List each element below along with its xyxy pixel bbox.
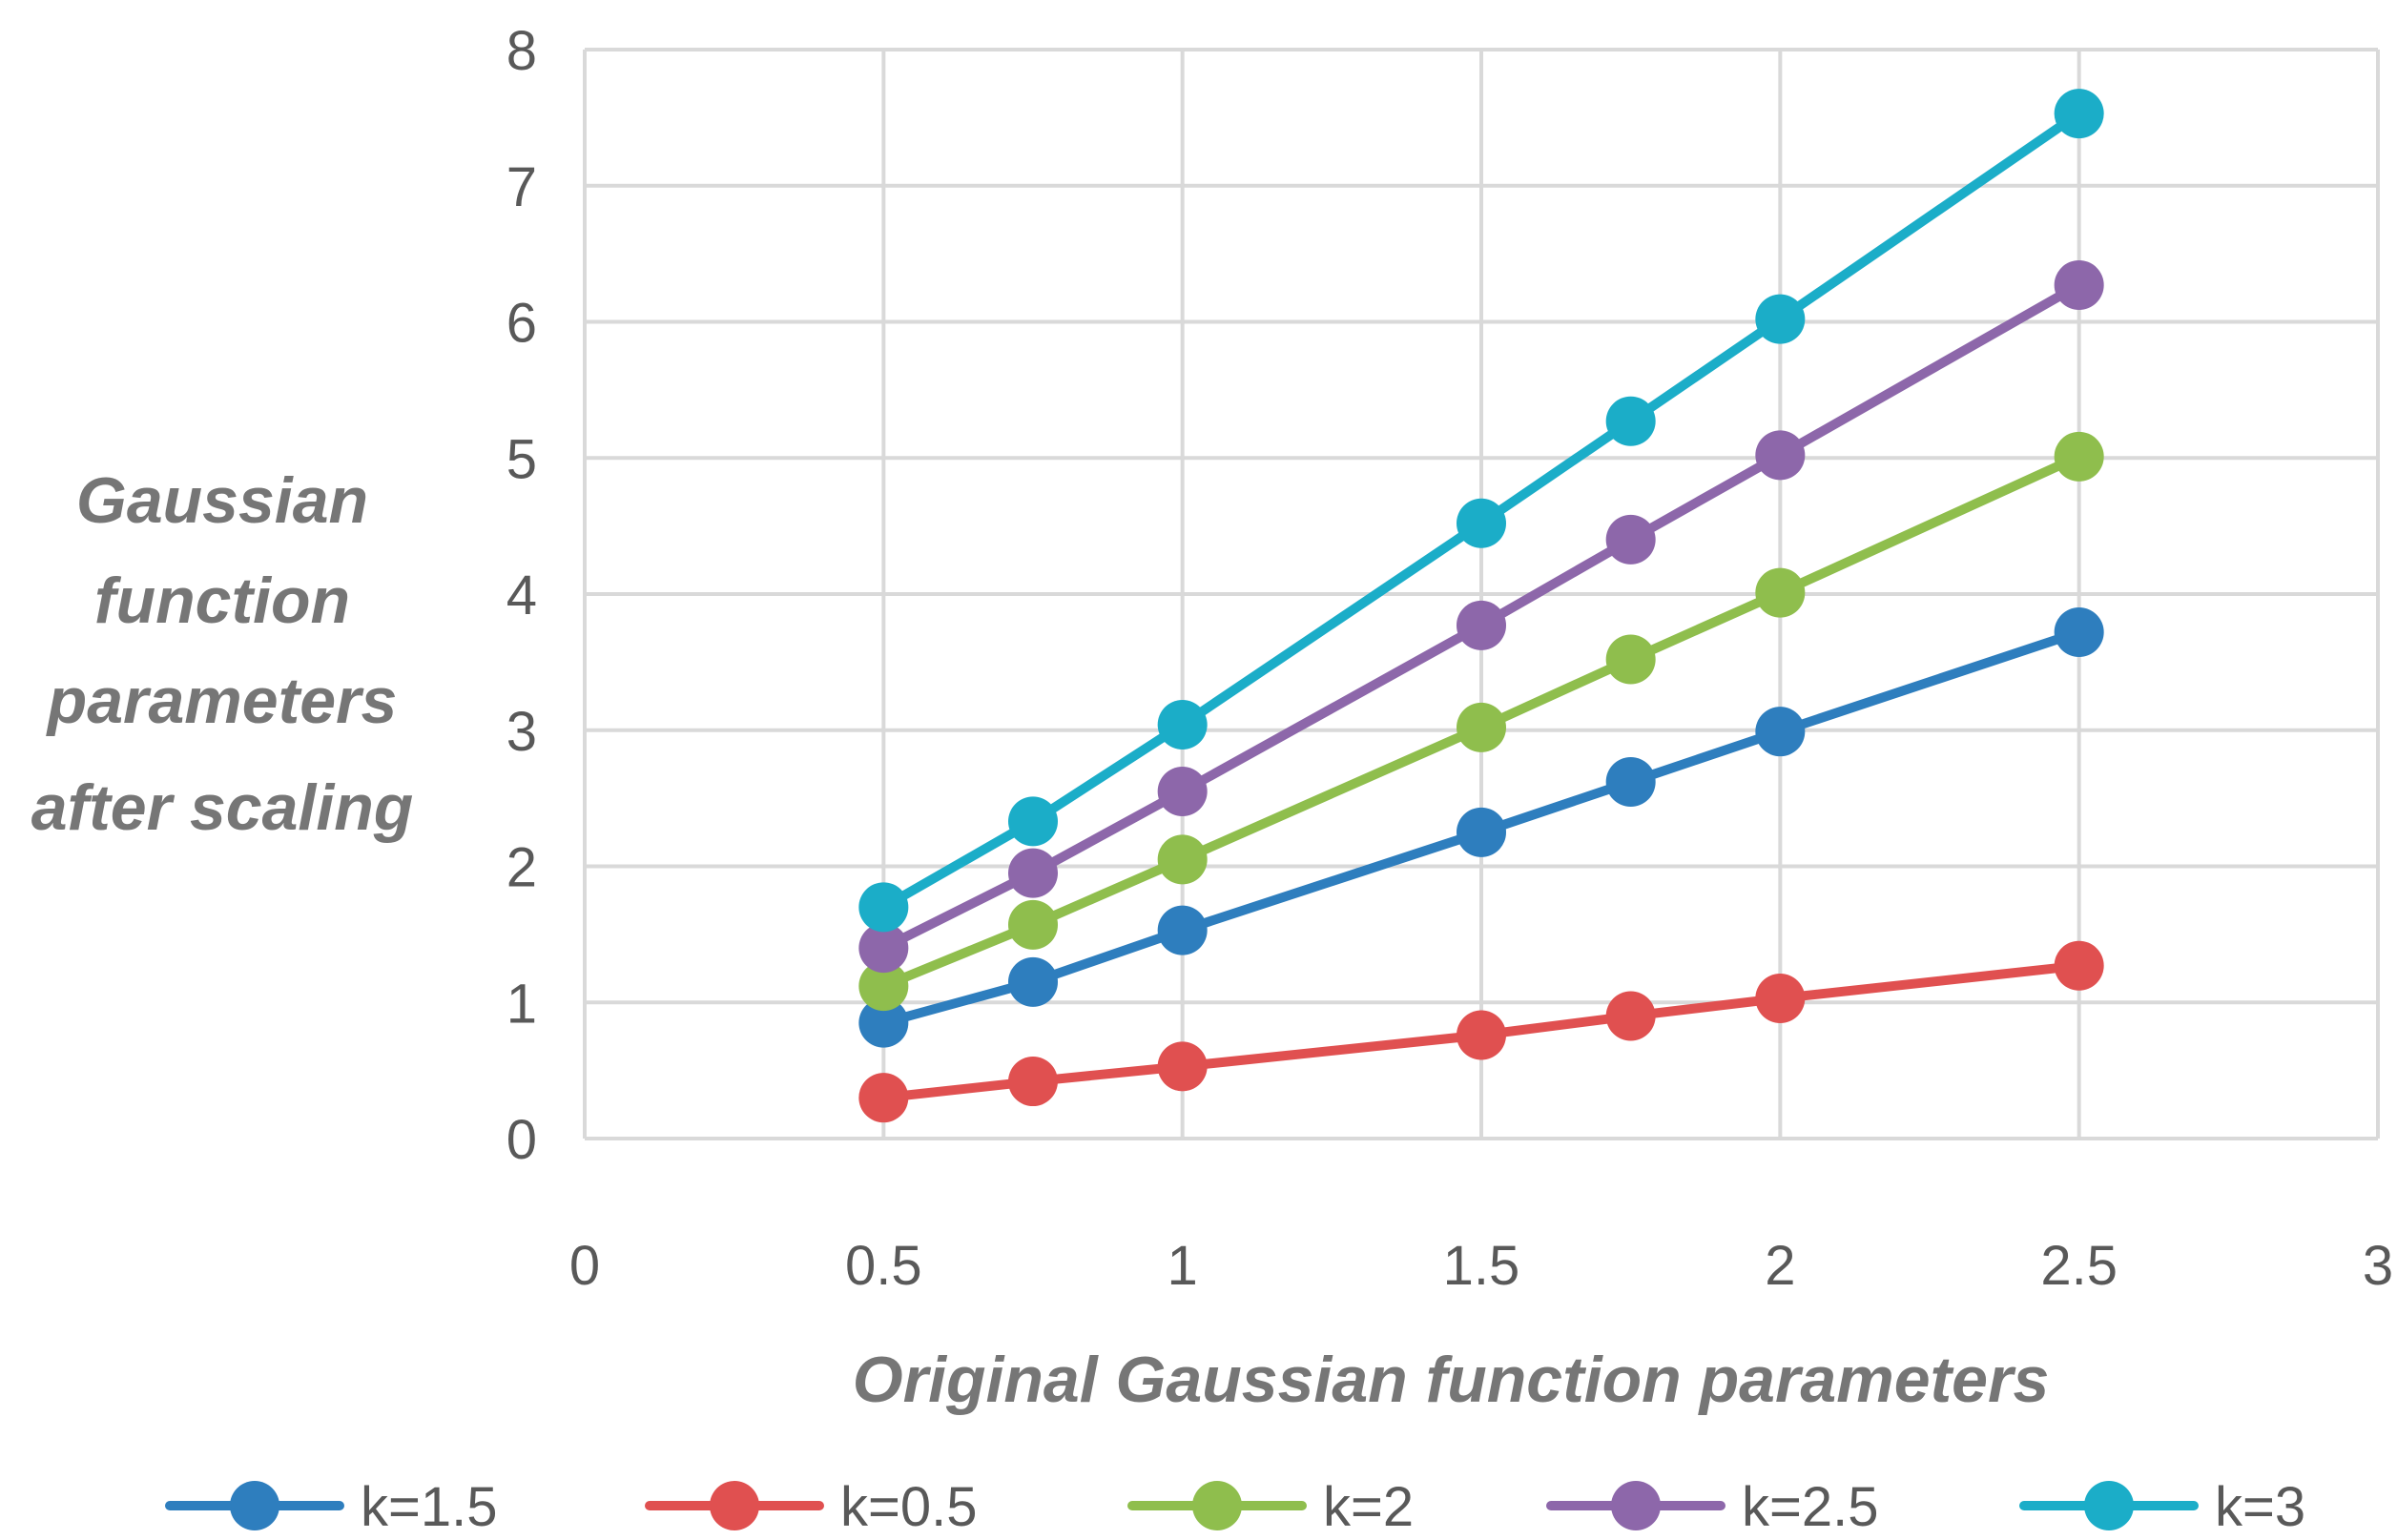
data-point	[1605, 991, 1656, 1041]
data-point	[1605, 396, 1656, 446]
legend-label: k=2	[1323, 1476, 1414, 1538]
legend-marker	[1192, 1481, 1242, 1530]
data-point	[1008, 899, 1058, 950]
data-point	[1008, 796, 1058, 847]
data-point	[2054, 431, 2104, 482]
y-axis-title-line-1: Gaussian	[76, 464, 368, 537]
legend-marker	[710, 1481, 759, 1530]
legend-marker	[1611, 1481, 1661, 1530]
legend-item: k=1.5	[165, 1476, 498, 1538]
legend-label: k=1.5	[361, 1476, 498, 1538]
legend-marker	[2084, 1481, 2134, 1530]
data-point	[2054, 89, 2104, 139]
legend-label: k=0.5	[840, 1476, 978, 1538]
data-point	[1457, 702, 1506, 752]
y-tick-label: 6	[506, 293, 537, 355]
grid-lines	[583, 48, 2380, 1140]
series-k=2	[858, 431, 2104, 1012]
y-tick-label: 5	[506, 428, 537, 490]
data-point	[858, 882, 909, 933]
series-k=1.5	[858, 606, 2104, 1048]
y-axis-title-line-3: parameters	[46, 665, 398, 737]
data-point	[858, 997, 909, 1048]
legend-label: k=2.5	[1742, 1476, 1879, 1538]
x-tick-label: 2	[1765, 1235, 1795, 1297]
x-axis-title: Original Gaussian function parameters	[853, 1344, 2050, 1416]
y-axis-title-line-4: after scaling	[31, 771, 414, 844]
data-point	[1457, 498, 1506, 548]
legend-item: k=2.5	[1546, 1476, 1879, 1538]
y-tick-label: 3	[506, 701, 537, 763]
legend-marker	[230, 1481, 279, 1530]
legend-item: k=2	[1127, 1476, 1414, 1538]
data-point	[1755, 294, 1806, 344]
y-tick-label: 0	[506, 1109, 537, 1171]
data-point	[1157, 1041, 1208, 1092]
data-point	[2054, 940, 2104, 991]
x-axis-tick-labels: 0 0.5 1 1.5 2 2.5 3	[569, 1235, 2393, 1297]
data-point	[1755, 430, 1806, 481]
data-point	[1457, 1010, 1506, 1060]
x-tick-label: 0.5	[845, 1235, 922, 1297]
data-point	[1157, 834, 1208, 885]
y-axis-title: Gaussian function parameters after scali…	[31, 464, 414, 844]
y-tick-label: 8	[506, 20, 537, 82]
y-axis-tick-labels: 0 1 2 3 4 5 6 7 8	[506, 20, 537, 1171]
series-k=0.5	[858, 940, 2104, 1123]
data-point	[1755, 707, 1806, 757]
y-tick-label: 1	[506, 973, 537, 1035]
data-point	[1457, 600, 1506, 650]
x-tick-label: 1.5	[1443, 1235, 1520, 1297]
legend: k=1.5 k=0.5 k=2 k=2.5 k=3	[165, 1476, 2305, 1538]
data-point	[1457, 807, 1506, 857]
data-point	[1755, 973, 1806, 1023]
data-point	[1157, 700, 1208, 750]
series-lines	[858, 89, 2104, 1123]
x-tick-label: 1	[1168, 1235, 1198, 1297]
x-tick-label: 2.5	[2040, 1235, 2118, 1297]
data-point	[1605, 514, 1656, 565]
data-point	[858, 1073, 909, 1123]
data-point	[2054, 606, 2104, 657]
data-point	[1008, 1057, 1058, 1107]
data-point	[1605, 634, 1656, 685]
series-k=3	[858, 89, 2104, 933]
legend-label: k=3	[2215, 1476, 2305, 1538]
x-tick-label: 3	[2363, 1235, 2393, 1297]
data-point	[1755, 567, 1806, 618]
y-tick-label: 2	[506, 837, 537, 899]
legend-item: k=3	[2019, 1476, 2305, 1538]
x-tick-label: 0	[569, 1235, 600, 1297]
data-point	[1008, 956, 1058, 1007]
y-axis-title-line-2: function	[94, 565, 350, 637]
y-tick-label: 7	[506, 156, 537, 218]
legend-item: k=0.5	[645, 1476, 978, 1538]
data-point	[1008, 848, 1058, 898]
data-point	[1157, 905, 1208, 955]
data-point	[858, 923, 909, 974]
series-k=2.5	[858, 259, 2104, 974]
data-point	[858, 961, 909, 1012]
data-point	[1157, 766, 1208, 816]
y-tick-label: 4	[506, 565, 537, 626]
data-point	[2054, 259, 2104, 310]
data-point	[1605, 756, 1656, 807]
